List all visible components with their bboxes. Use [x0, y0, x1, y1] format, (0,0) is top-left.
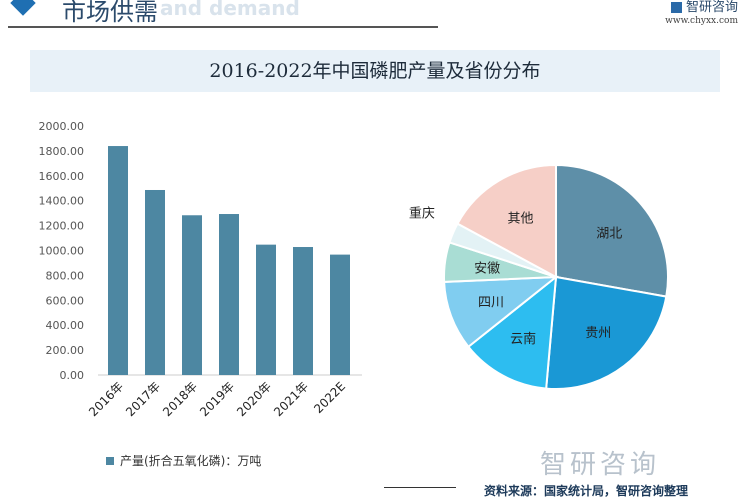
x-tick-label: 2016年 — [86, 379, 126, 419]
y-tick-label: 1800.00 — [39, 145, 85, 158]
bar — [256, 244, 276, 375]
chart-title: 2016-2022年中国磷肥产量及省份分布 — [30, 50, 720, 92]
footer-logo: 智研咨询 — [540, 450, 661, 480]
section-title: 市场供需 — [62, 0, 158, 26]
legend-label: 产量(折合五氧化磷)：万吨 — [120, 454, 262, 468]
header-divider — [8, 26, 438, 28]
footer-divider — [384, 487, 456, 488]
pie-label: 四川 — [478, 295, 504, 310]
brand-url: www.chyxx.com — [665, 16, 738, 26]
y-tick-label: 1400.00 — [39, 195, 85, 208]
bar — [330, 254, 350, 375]
legend: 产量(折合五氧化磷)：万吨 — [106, 452, 261, 469]
pie-label: 湖北 — [596, 226, 622, 241]
y-tick-label: 1000.00 — [39, 245, 85, 258]
x-tick-label: 2019年 — [197, 379, 237, 419]
y-tick-label: 400.00 — [46, 319, 85, 332]
y-tick-label: 1600.00 — [39, 170, 85, 183]
y-tick-label: 0.00 — [60, 369, 85, 382]
bar — [219, 214, 239, 375]
diamond-icon — [10, 0, 36, 16]
y-tick-label: 200.00 — [46, 344, 85, 357]
x-tick-label: 2022E — [311, 379, 348, 416]
bar-chart: 0.00 200.00 400.00 600.00 800.00 1000.00 1200.… — [39, 120, 362, 419]
bar — [108, 146, 128, 375]
x-tick-label: 2018年 — [160, 379, 200, 419]
pie-slice — [545, 275, 668, 390]
y-tick-label: 1200.00 — [39, 220, 85, 233]
pie-label: 贵州 — [585, 326, 611, 341]
brand-logo: 智研咨询 — [670, 0, 738, 15]
logo-icon — [670, 2, 682, 13]
logo-text: 智研咨询 — [685, 0, 738, 15]
pie-label: 云南 — [510, 331, 536, 347]
bar — [145, 189, 165, 375]
bar — [182, 215, 202, 375]
bar — [293, 247, 313, 375]
source-note: 资料来源：国家统计局，智研咨询整理 — [484, 484, 689, 498]
section-subtitle: and demand — [160, 0, 300, 20]
x-tick-label: 2017年 — [123, 379, 163, 419]
pie-slice — [466, 274, 558, 390]
y-tick-label: 800.00 — [46, 269, 85, 282]
y-tick-label: 2000.00 — [39, 120, 85, 133]
pie-label: 安徽 — [474, 262, 500, 277]
legend-swatch — [106, 457, 114, 465]
x-tick-label: 2021年 — [271, 379, 311, 419]
pie-slice — [456, 163, 557, 279]
y-tick-label: 600.00 — [46, 294, 85, 307]
pie-label: 其他 — [507, 211, 533, 226]
pie-label: 重庆 — [409, 206, 435, 222]
x-tick-label: 2020年 — [234, 379, 274, 419]
pie-slice — [555, 163, 669, 298]
